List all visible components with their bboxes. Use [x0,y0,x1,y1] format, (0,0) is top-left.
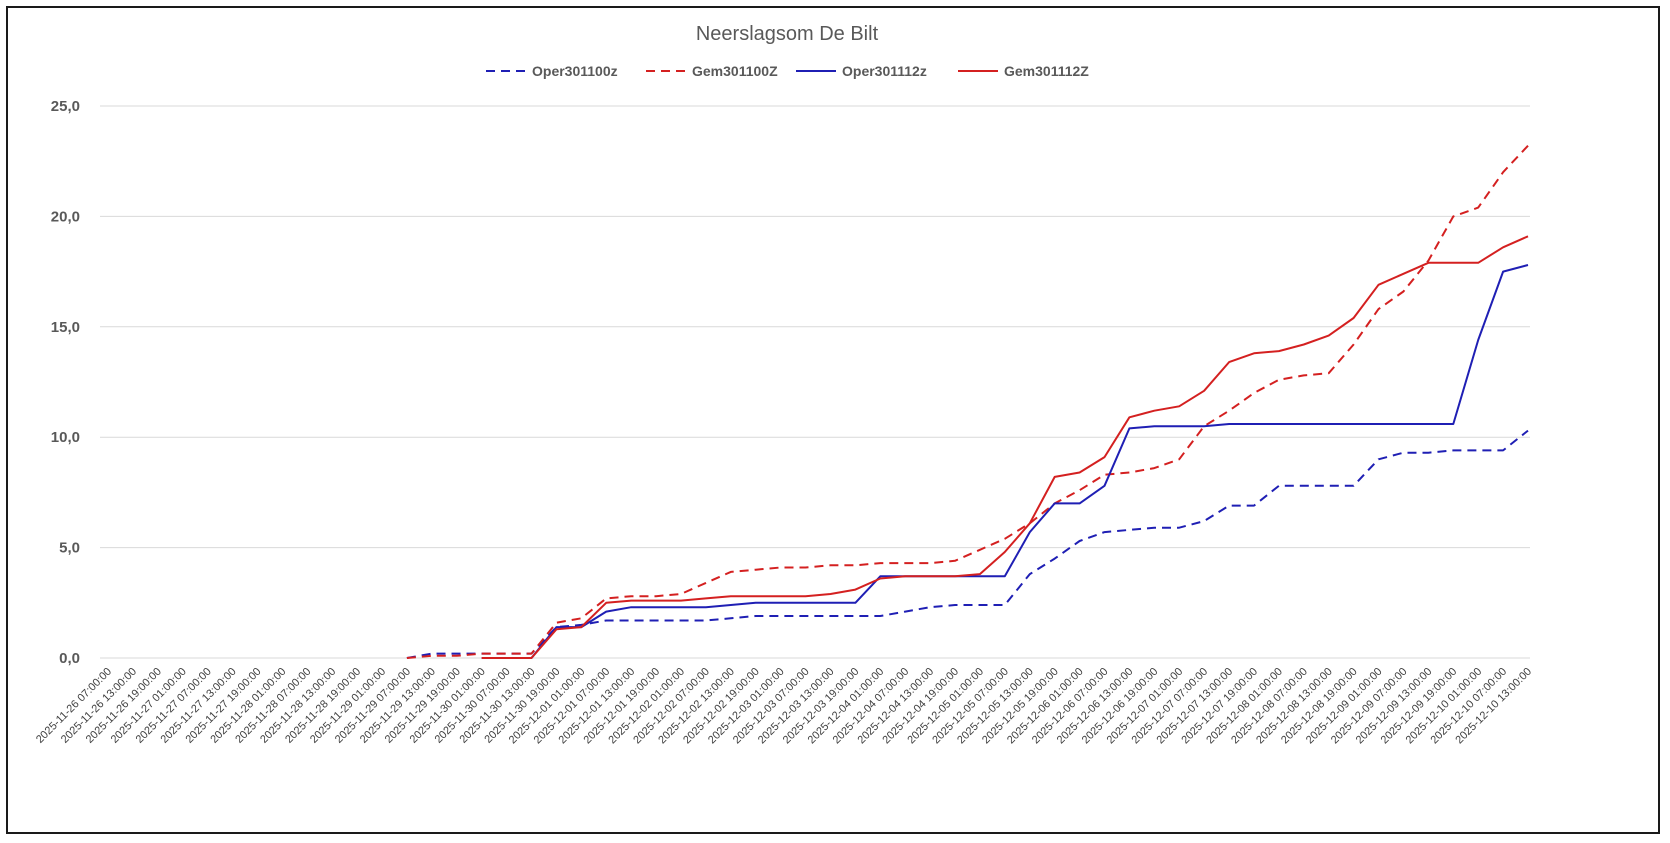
legend: Oper301100z Gem301100Z Oper301112z Gem30111… [486,63,1089,79]
series-line-oper301112z [481,264,1529,659]
chart-title: Neerslagsom De Bilt [696,23,879,45]
y-tick-label: 5,0 [59,540,80,557]
y-tick-label: 10,0 [51,429,80,446]
legend-label: Oper301112z [842,63,927,79]
gridlines [100,105,1530,659]
y-tick-label: 0,0 [59,650,80,667]
chart-frame: Neerslagsom De Bilt Oper301100z Gem301100… [6,6,1660,834]
series-line-gem301100z [406,145,1529,659]
y-tick-label: 15,0 [51,319,80,336]
y-axis-ticks: 0,0 5,0 10,0 15,0 20,0 25,0 [51,98,80,667]
legend-label: Gem301100Z [692,63,778,79]
y-tick-label: 20,0 [51,208,80,225]
legend-label: Gem301112Z [1004,63,1089,79]
series-line-gem301112z [481,235,1529,659]
legend-label: Oper301100z [532,63,618,79]
series-line-oper301100z [406,429,1529,659]
series-lines [406,145,1529,659]
y-tick-label: 25,0 [51,98,80,115]
line-chart: Neerslagsom De Bilt Oper301100z Gem301100… [34,23,1534,747]
